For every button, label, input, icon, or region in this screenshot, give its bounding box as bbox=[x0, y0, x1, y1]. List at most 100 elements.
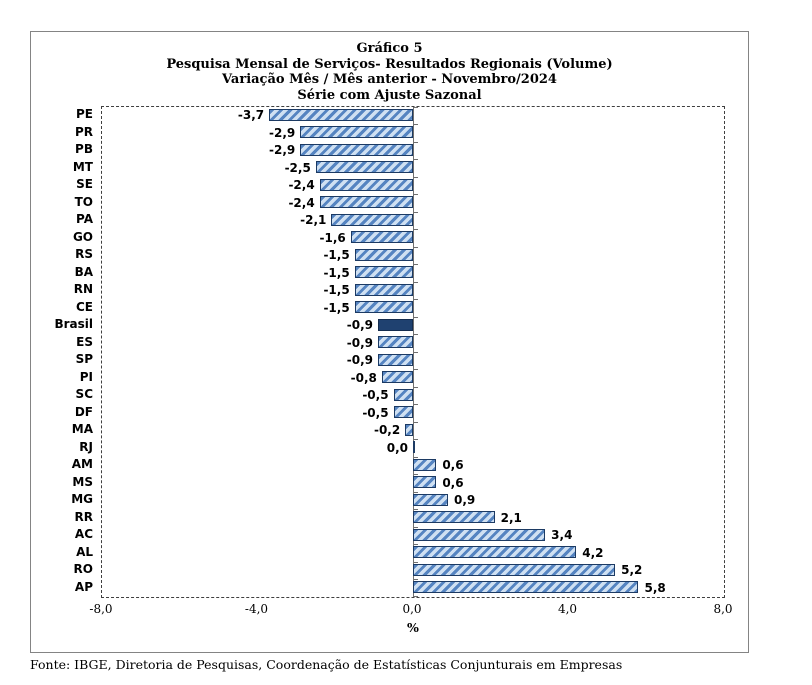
value-label-es: -0,9 bbox=[346, 335, 373, 350]
figure-frame: Gráfico 5 Pesquisa Mensal de Serviços- R… bbox=[30, 31, 749, 653]
axis-tick bbox=[413, 579, 418, 580]
category-label-pa: PA bbox=[76, 212, 93, 226]
value-label-pe: -3,7 bbox=[237, 108, 265, 122]
bar-rs bbox=[354, 248, 413, 261]
axis-tick bbox=[413, 456, 418, 458]
bar-al bbox=[413, 546, 577, 559]
bar-go bbox=[350, 231, 413, 244]
x-tick-label: 4,0 bbox=[557, 602, 578, 616]
axis-tick bbox=[413, 159, 418, 160]
axis-tick bbox=[413, 211, 418, 213]
axis-tick bbox=[413, 229, 418, 230]
value-label-mt: -2,5 bbox=[284, 160, 311, 175]
axis-tick bbox=[413, 281, 418, 283]
value-label-rr: 2,1 bbox=[500, 510, 522, 525]
category-label-mg: MG bbox=[71, 492, 93, 506]
x-tick-label: -8,0 bbox=[89, 602, 113, 616]
axis-tick bbox=[413, 194, 418, 195]
title-line-2: Pesquisa Mensal de Serviços- Resultados … bbox=[166, 56, 613, 72]
bar-pb bbox=[300, 143, 413, 156]
bar-ap bbox=[413, 581, 639, 594]
x-tick-label: 0,0 bbox=[402, 602, 422, 616]
category-label-sp: SP bbox=[75, 352, 93, 366]
bar-se bbox=[319, 178, 413, 191]
axis-tick bbox=[413, 474, 418, 475]
value-label-pb: -2,9 bbox=[269, 143, 296, 157]
category-label-ce: CE bbox=[75, 299, 93, 314]
value-label-rj: 0,0 bbox=[386, 440, 408, 455]
category-label-am: AM bbox=[71, 457, 93, 471]
bar-to bbox=[319, 196, 413, 209]
bar-am bbox=[413, 458, 437, 471]
x-tick-label: -4,0 bbox=[244, 602, 269, 616]
bar-ro bbox=[413, 563, 616, 576]
axis-tick bbox=[413, 176, 418, 178]
bar-ma bbox=[405, 423, 413, 436]
bar-ms bbox=[413, 476, 437, 489]
value-label-ap: 5,8 bbox=[644, 580, 666, 595]
value-label-brasil: -0,9 bbox=[346, 318, 373, 332]
value-label-al: 4,2 bbox=[582, 545, 604, 560]
category-label-es: ES bbox=[76, 334, 93, 349]
bar-pi bbox=[381, 371, 413, 384]
bar-df bbox=[393, 406, 413, 419]
x-tick-label: 8,0 bbox=[713, 602, 733, 616]
bar-sp bbox=[378, 353, 413, 366]
category-label-pi: PI bbox=[79, 369, 93, 384]
category-label-ms: MS bbox=[72, 474, 93, 489]
axis-tick bbox=[413, 596, 418, 597]
category-label-brasil: Brasil bbox=[54, 317, 93, 331]
value-label-pr: -2,9 bbox=[269, 125, 296, 140]
category-label-ma: MA bbox=[71, 422, 93, 436]
bar-sc bbox=[393, 388, 413, 401]
axis-tick bbox=[413, 316, 418, 318]
category-label-rj: RJ bbox=[79, 439, 93, 454]
axis-tick bbox=[413, 386, 418, 388]
category-label-rn: RN bbox=[73, 282, 93, 296]
bar-mt bbox=[315, 161, 413, 174]
value-label-mg: 0,9 bbox=[453, 493, 476, 507]
category-label-se: SE bbox=[76, 177, 93, 191]
value-label-ba: -1,5 bbox=[323, 265, 350, 280]
category-label-rr: RR bbox=[74, 509, 93, 524]
bar-rr bbox=[413, 511, 495, 524]
category-label-pe: PE bbox=[76, 107, 93, 121]
axis-tick bbox=[413, 404, 418, 405]
axis-tick bbox=[413, 124, 418, 125]
axis-tick bbox=[413, 544, 418, 545]
axis-tick bbox=[413, 299, 418, 300]
source-note: Fonte: IBGE, Diretoria de Pesquisas, Coo… bbox=[30, 657, 623, 672]
bar-mg bbox=[413, 493, 448, 506]
title-line-3: Variação Mês / Mês anterior - Novembro/2… bbox=[222, 72, 557, 87]
bar-es bbox=[378, 336, 413, 349]
axis-tick bbox=[413, 264, 418, 265]
value-label-rn: -1,5 bbox=[323, 283, 350, 297]
axis-tick bbox=[413, 369, 418, 370]
category-label-pb: PB bbox=[75, 142, 93, 156]
value-label-pa: -2,1 bbox=[300, 213, 327, 227]
category-label-rs: RS bbox=[75, 247, 93, 261]
bar-ac bbox=[413, 528, 546, 541]
axis-tick bbox=[413, 509, 418, 510]
axis-tick bbox=[413, 351, 418, 353]
x-axis-label: % bbox=[407, 620, 419, 635]
category-axis: PE PR PB MT SE TO PA GO RS BA RN CE Brasil ES SP PI SC DF… bbox=[37, 106, 93, 598]
category-label-pr: PR bbox=[74, 124, 93, 139]
x-axis: -8,0 -4,0 0,0 4,0 8,0 bbox=[89, 602, 732, 618]
category-label-sc: SC bbox=[75, 387, 93, 401]
plot-area: -3,7 -2,9 -2,9 -2,5 -2,4 -2,4 -2,1 -1,6 -1,5 -1,5… bbox=[101, 106, 725, 598]
axis-tick bbox=[413, 141, 418, 143]
value-label-ma: -0,2 bbox=[373, 423, 401, 437]
category-label-ba: BA bbox=[74, 264, 93, 279]
bar-pr bbox=[300, 126, 413, 139]
chart-title: Gráfico 5 Pesquisa Mensal de Serviços- R… bbox=[31, 41, 748, 103]
value-label-se: -2,4 bbox=[288, 178, 315, 192]
axis-tick bbox=[413, 107, 418, 108]
category-label-to: TO bbox=[74, 194, 93, 209]
value-label-ms: 0,6 bbox=[442, 475, 464, 490]
axis-tick bbox=[413, 246, 418, 248]
title-line-4: Série com Ajuste Sazonal bbox=[297, 87, 482, 103]
axis-tick bbox=[413, 526, 418, 528]
axis-tick bbox=[413, 491, 418, 493]
